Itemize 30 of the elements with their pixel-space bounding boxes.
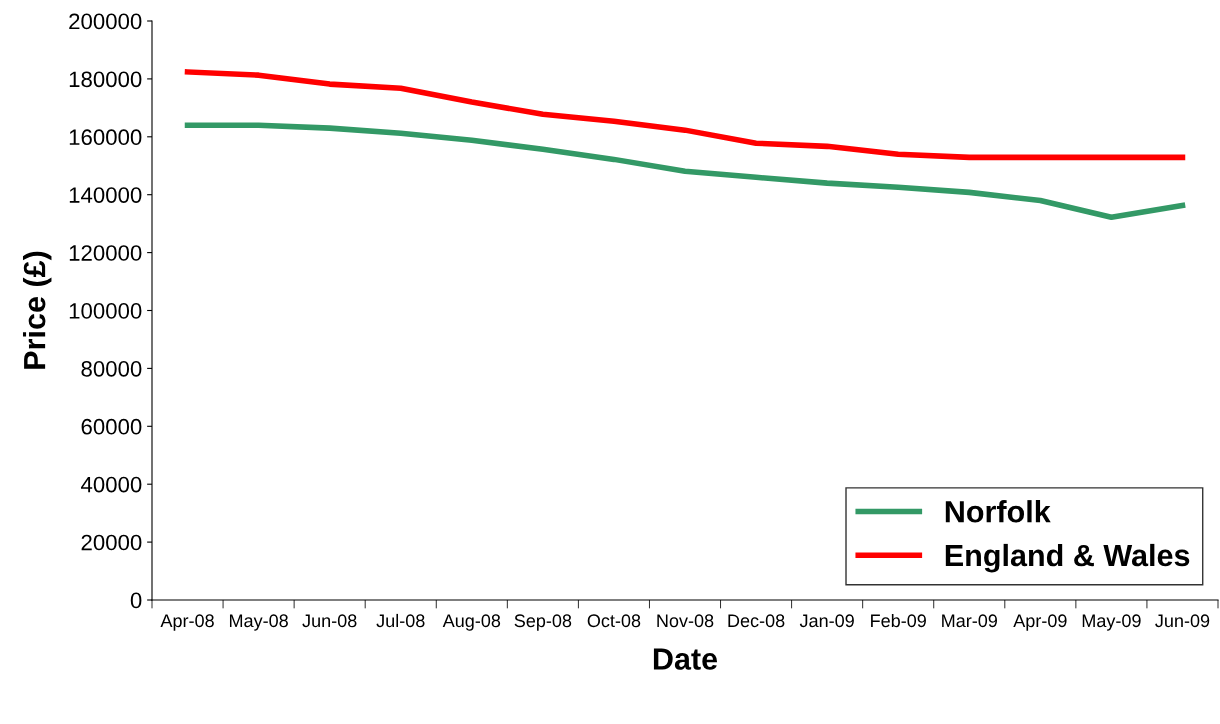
x-tick-label: Jul-08: [376, 613, 425, 628]
x-axis-title: Date: [653, 648, 718, 670]
x-tick-label: Jun-09: [1155, 614, 1210, 628]
x-tick-label: Feb-09: [871, 613, 926, 628]
x-tick-label: May-08: [229, 614, 288, 631]
x-tick-label: Mar-09: [942, 614, 998, 628]
y-tick-label: 60000: [81, 418, 142, 435]
x-tick-label: May-09: [1082, 614, 1141, 631]
y-tick-label: 0: [130, 592, 142, 609]
x-tick-label: Nov-08: [657, 614, 714, 628]
y-tick-label: 140000: [69, 187, 142, 203]
x-tick-label: Jan-09: [799, 614, 854, 628]
y-tick-label: 100000: [69, 303, 142, 319]
y-tick-label: 160000: [69, 129, 142, 146]
x-tick-label: Aug-08: [442, 614, 501, 631]
x-tick-label: Sep-08: [514, 614, 572, 631]
x-tick-label: Jun-08: [302, 614, 357, 628]
x-tick-label: Apr-08: [160, 614, 214, 631]
y-tick-label: 20000: [81, 534, 142, 551]
y-tick-label: 120000: [69, 245, 142, 261]
y-tick-label: 180000: [69, 71, 142, 88]
x-tick-label: Oct-08: [587, 614, 641, 628]
x-tick-label: Apr-09: [1013, 614, 1067, 631]
x-tick-label: Dec-08: [728, 614, 785, 628]
legend-label: England & Wales: [945, 543, 1190, 573]
y-axis-title: Price (£): [22, 251, 52, 369]
y-tick-label: 40000: [81, 476, 142, 493]
y-tick-label: 80000: [81, 360, 142, 377]
legend-label: Norfolk: [945, 500, 1051, 523]
y-tick-label: 200000: [69, 13, 142, 30]
